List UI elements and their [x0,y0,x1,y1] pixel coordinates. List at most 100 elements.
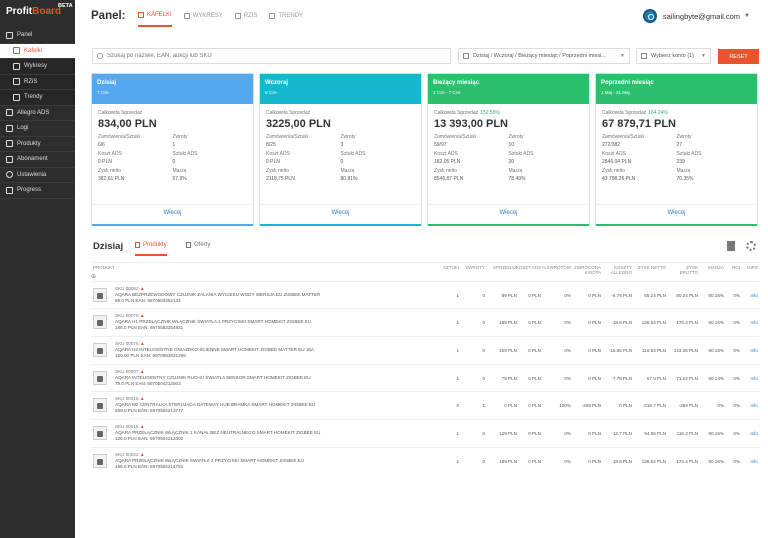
sidebar-item-ustawienia[interactable]: Ustawienia [0,168,75,183]
cell-value: 0 PLN [588,320,601,325]
column-header[interactable]: ZWROTY [465,265,486,270]
sidebar-item-produkty[interactable]: Produkty [0,137,75,152]
product-name[interactable]: Aqara M2 centralka sterująca gateway hub… [115,402,316,408]
stat-cell: Zwroty 10 [509,134,584,148]
table-row[interactable]: SKU 00062 ▲ Aqara bezprzewodowy czujnik … [91,281,759,309]
brand-logo[interactable]: ProfitBoard BETA [0,0,75,28]
sidebar-item-allegro-ads[interactable]: Allegro ADS [0,106,75,121]
product-thumbnail [93,426,107,440]
column-header[interactable]: SZTUKI [442,265,459,270]
sidebar-item-kafelki[interactable]: Kafelki [0,43,75,59]
sales-label-text: Całkowita Sprzedaż [98,110,143,116]
product-name[interactable]: Aqara H1 Przełącznik włącznik światła 2 … [115,319,312,325]
column-header[interactable]: PRODUKT [93,265,116,270]
sidebar-item-abonament[interactable]: Abonament [0,152,75,168]
stat-cell: Koszt ADS 0 PLN [98,151,173,165]
tab-rzis[interactable]: RZIS [234,12,257,27]
sidebar-item-logi[interactable]: Logi [0,121,75,137]
column-header[interactable]: KOSZT ADS [515,265,541,270]
more-link[interactable]: Więcej [428,204,589,221]
product-name[interactable]: Aqara bezprzewodowy czujnik zalania wyci… [115,292,321,298]
more-link[interactable]: Więcej [260,204,421,221]
period-select[interactable]: Dzisiaj / Wczoraj / Bieżący miesiąc / Po… [458,48,630,64]
info-link[interactable]: Info [750,348,758,353]
column-header[interactable]: ZYSK NETTO [637,265,666,270]
sku: SKU 00062 [115,286,139,291]
card-body: Całkowita Sprzedaż 164.24% 67 879,71 PLN … [596,104,757,204]
product-name[interactable]: Aqara Przełącznik włącznik 1 kanał bez n… [115,430,321,436]
card-header: Dzisiaj 7 Cze [92,74,253,104]
tab-offers[interactable]: Oferty [186,242,210,254]
column-header[interactable]: INFO [747,265,758,270]
product-info: SKU 00070 ▲ Aqara H1 Przełącznik włączni… [115,313,375,332]
info-link[interactable]: Info [750,320,758,325]
info-link[interactable]: Info [750,431,758,436]
sku-line: SKU 00022 ▲ [115,452,375,458]
sidebar-item-label: Kafelki [24,47,43,54]
sales-change: 164.24% [648,110,668,116]
more-link[interactable]: Więcej [596,204,757,221]
search-input[interactable] [107,53,407,59]
column-header[interactable]: SPRZEDAŻ [492,265,517,270]
monitor-icon [6,31,13,39]
product-name[interactable]: Aqara inteligentny czujnik ruchu światła… [115,375,311,381]
column-header[interactable]: KOSZTY ALLEGRO [610,265,632,275]
search-box[interactable] [92,48,451,64]
stat-value: 239 [676,159,685,165]
info-link[interactable]: Info [750,459,758,464]
info-link[interactable]: Info [750,403,758,408]
plus-icon[interactable]: ⊕ [91,274,97,280]
sidebar-item-rzis[interactable]: RZiS [0,74,75,90]
column-header[interactable]: % ZWROTÓW [541,265,572,270]
sidebar-item-panel[interactable]: Panel [0,28,75,44]
gear-icon[interactable] [746,241,756,251]
column-header[interactable]: ZWRÓCONA KWOTA [574,265,601,275]
tab-products[interactable]: Produkty [135,242,167,256]
product-name[interactable]: Aqara H2 inteligentne gniazdko ścienne S… [115,347,315,353]
column-header[interactable]: ZYSK BRUTTO [679,265,698,275]
table-row[interactable]: SKU 00070 ▲ Aqara H1 Przełącznik włączni… [91,308,759,336]
info-link[interactable]: Info [750,376,758,381]
tab-products-label: Produkty [143,242,167,248]
sidebar-item-trendy[interactable]: Trendy [0,90,75,106]
sidebar-item-progress[interactable]: Progress [0,183,75,199]
sidebar-item-wykresy[interactable]: Wykresy [0,59,75,75]
tab-wykresy[interactable]: WYKRESY [183,12,223,27]
tab-kafelki[interactable]: KAFELKI [138,12,172,27]
table-row[interactable]: SKU 00016 ▲ Aqara M2 centralka sterująca… [91,391,759,419]
table-row[interactable]: SKU 00075 ▲ Aqara H2 inteligentne gniazd… [91,336,759,364]
column-header[interactable]: MARŻA [708,265,724,270]
cell-value: 116.54 PLN [642,348,666,353]
product-name[interactable]: Aqara Przełącznik włącznik światła 2 prz… [115,458,305,464]
stat-cell: Zamówienia/Sztuki 272/382 [602,134,677,148]
card-header: Poprzedni miesiąc 1 Maj - 31 Maj [596,74,757,104]
cell-value: 0% [733,320,740,325]
cell-value: 0 [482,293,485,298]
flag-icon [6,186,13,194]
sku-line: SKU 00015 ▲ [115,424,375,430]
cell-value: 100% [559,403,571,408]
reset-button[interactable]: RESET [718,49,759,64]
table-row[interactable]: SKU 00015 ▲ Aqara Przełącznik włącznik 1… [91,419,759,447]
export-icon[interactable] [727,241,735,251]
product-price-ean: 269.0 PLN EAN: 6970504213777 [115,408,184,414]
cell-value: -7.78 PLN [611,376,632,381]
cell-value: 0% [717,403,724,408]
tab-trendy[interactable]: TRENDY [269,12,303,27]
more-link[interactable]: Więcej [92,204,253,221]
power-icon [642,9,657,23]
user-menu[interactable]: sailingbyte@gmail.com ▼ [642,9,750,23]
sku: SKU 00075 [115,341,139,346]
trend-icon [13,93,20,101]
table-row[interactable]: SKU 00022 ▲ Aqara Przełącznik włącznik ś… [91,447,759,475]
summary-card: Poprzedni miesiąc 1 Maj - 31 Maj Całkowi… [595,73,758,226]
table-row[interactable]: SKU 00007 ▲ Aqara inteligentny czujnik r… [91,364,759,392]
stat-label: Zysk netto [266,168,290,174]
chart-icon [183,13,190,19]
sidebar-item-label: Panel [17,32,33,39]
stat-cell: Koszt ADS 182,05 PLN [434,151,509,165]
column-header[interactable]: ROI [731,265,740,270]
info-link[interactable]: Info [750,293,758,298]
stat-value: 70.35% [676,176,694,182]
account-select[interactable]: Wybierz konto (1) ▼ [636,48,711,64]
